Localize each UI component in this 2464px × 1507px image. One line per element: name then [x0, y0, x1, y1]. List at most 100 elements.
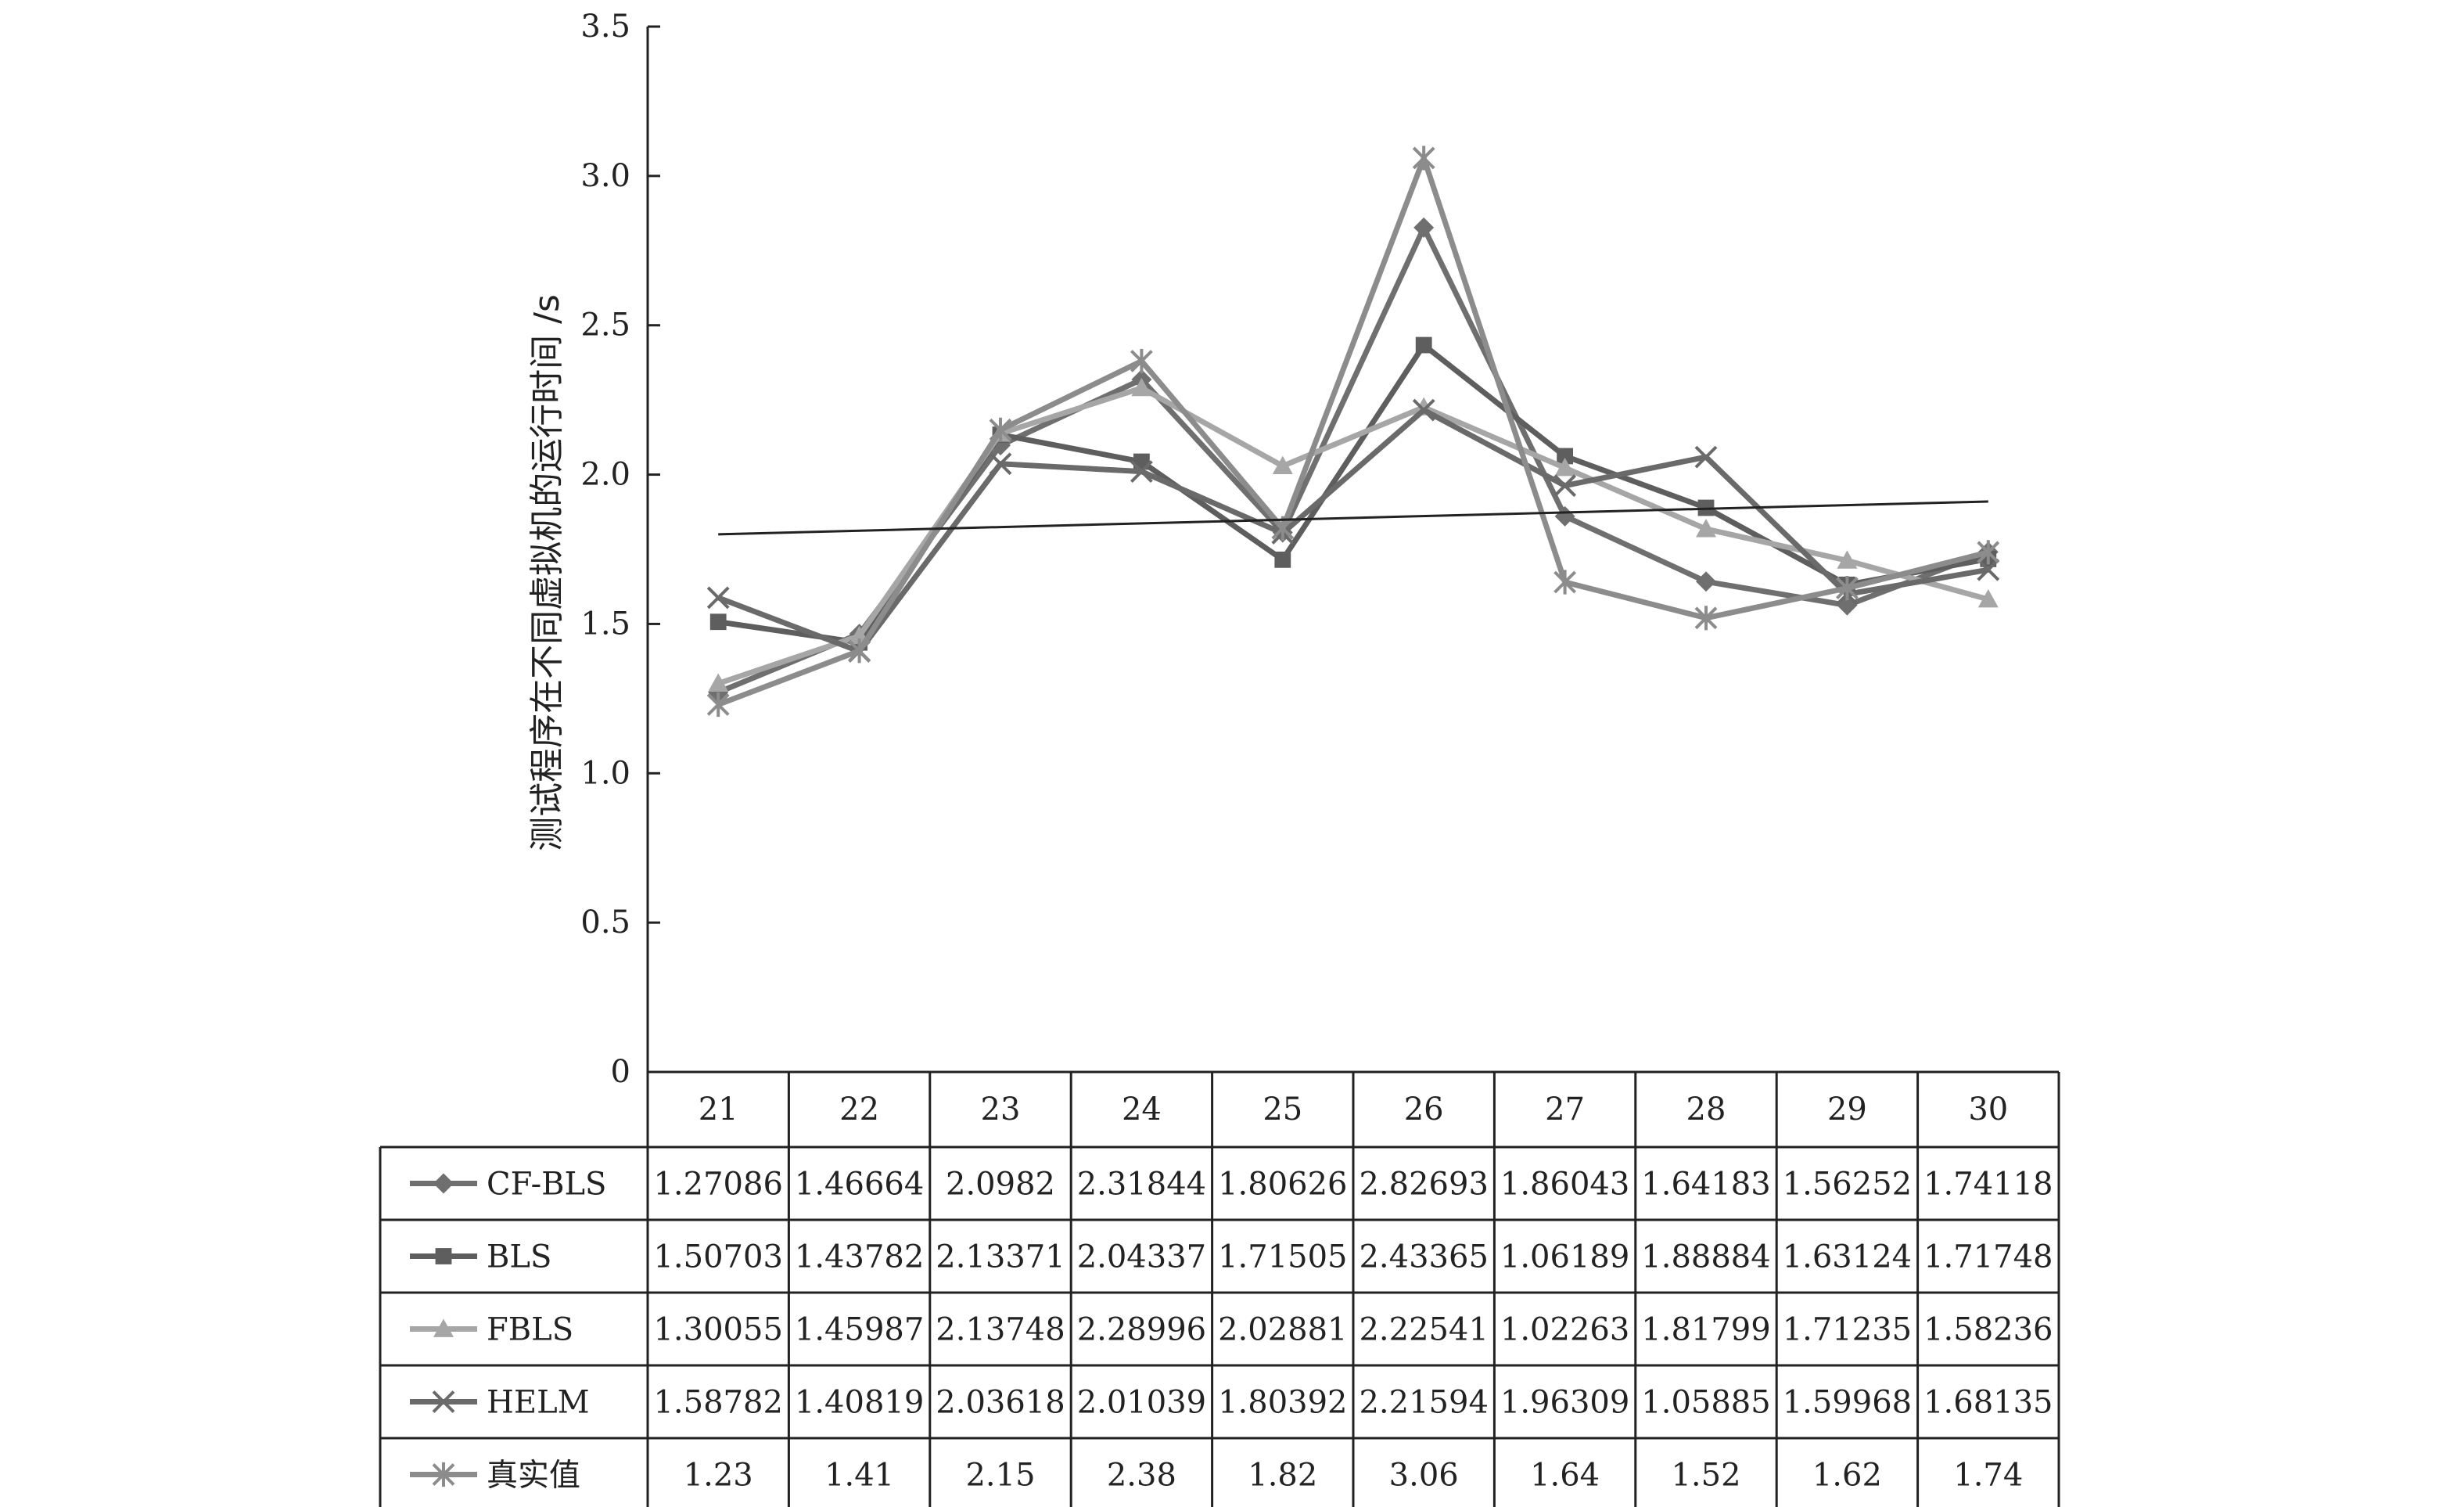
data-point-CF-BLS: [1413, 217, 1435, 238]
data-point-BLS: [1274, 551, 1291, 568]
table-value-cell: 1.46664: [795, 1167, 924, 1203]
table-value-cell: 1.74118: [1923, 1167, 2053, 1203]
table-value-cell: 2.13748: [936, 1312, 1065, 1348]
x-category-label: 25: [1263, 1092, 1302, 1128]
legend-entry: BLS: [487, 1239, 551, 1275]
data-point-真实值: [706, 692, 730, 718]
table-value-cell: 1.56252: [1783, 1167, 1912, 1203]
table-value-cell: 2.04337: [1077, 1239, 1206, 1275]
x-category-label: 21: [699, 1092, 738, 1128]
x-category-label: 28: [1686, 1092, 1726, 1128]
data-point-HELM: [706, 586, 730, 610]
table-value-cell: 1.58782: [653, 1385, 782, 1421]
legend-entry: HELM: [487, 1385, 590, 1421]
data-point-HELM: [1977, 558, 2000, 581]
y-tick-label: 3.0: [580, 158, 630, 194]
y-tick-label: 0.5: [580, 905, 630, 941]
data-point-BLS: [709, 613, 727, 631]
data-point-HELM: [1412, 398, 1435, 422]
table-value-cell: 1.71505: [1218, 1239, 1347, 1275]
table-value-cell: 1.80626: [1218, 1167, 1347, 1203]
data-point-真实值: [1694, 606, 1718, 631]
data-point-FBLS: [1977, 588, 1999, 608]
data-point-真实值: [1412, 146, 1435, 171]
table-value-cell: 1.52: [1671, 1458, 1740, 1494]
legend-key-marker: [435, 1248, 452, 1264]
legend-key-marker: [432, 1462, 455, 1487]
y-tick-label: 2.5: [580, 308, 630, 343]
x-category-label: 27: [1545, 1092, 1585, 1128]
table-value-cell: 1.62: [1812, 1458, 1882, 1494]
y-tick-label: 0: [611, 1054, 630, 1090]
data-point-HELM: [989, 452, 1012, 476]
table-value-cell: 1.71235: [1783, 1312, 1912, 1348]
table-value-cell: 2.82693: [1359, 1167, 1488, 1203]
table-value-cell: 2.13371: [936, 1239, 1065, 1275]
series-line-FBLS: [717, 385, 1989, 686]
data-point-HELM: [1694, 445, 1718, 469]
legend-entry: CF-BLS: [487, 1167, 606, 1203]
series-line-CF-BLS: [717, 225, 1990, 696]
table-value-cell: 2.03618: [936, 1385, 1065, 1421]
data-point-BLS: [1557, 448, 1573, 465]
data-point-真实值: [1835, 576, 1859, 601]
data-point-CF-BLS: [1554, 505, 1575, 527]
legend-key-marker: [432, 1390, 455, 1413]
series-line-真实值: [717, 155, 1989, 707]
data-point-真实值: [1977, 540, 2000, 565]
table-value-cell: 1.05885: [1641, 1385, 1770, 1421]
table-value-cell: 1.40819: [795, 1385, 924, 1421]
data-point-HELM: [1553, 474, 1577, 498]
table-value-cell: 1.58236: [1923, 1312, 2053, 1348]
table-value-cell: 2.01039: [1077, 1385, 1206, 1421]
legend-key-marker: [433, 1173, 454, 1194]
data-point-FBLS: [1131, 377, 1152, 397]
table-value-cell: 1.68135: [1923, 1385, 2053, 1421]
data-point-真实值: [1553, 570, 1577, 595]
x-category-label: 23: [981, 1092, 1021, 1128]
table-value-cell: 1.45987: [795, 1312, 924, 1348]
table-value-cell: 1.82: [1248, 1458, 1317, 1494]
table-value-cell: 1.80392: [1218, 1385, 1347, 1421]
data-point-真实值: [848, 638, 871, 664]
table-value-cell: 1.74: [1953, 1458, 2023, 1494]
table-value-cell: 2.21594: [1359, 1385, 1488, 1421]
data-point-FBLS: [1554, 457, 1575, 477]
table-value-cell: 2.28996: [1077, 1312, 1206, 1348]
table-value-cell: 1.27086: [653, 1167, 782, 1203]
data-point-FBLS: [708, 673, 729, 692]
y-tick-label: 1.0: [580, 755, 630, 791]
table-value-cell: 1.23: [684, 1458, 753, 1494]
y-tick-label: 2.0: [580, 457, 630, 493]
table-value-cell: 1.59968: [1783, 1385, 1912, 1421]
x-category-label: 30: [1968, 1092, 2008, 1128]
x-category-label: 22: [839, 1092, 879, 1128]
table-value-cell: 2.0982: [946, 1167, 1055, 1203]
table-value-cell: 2.02881: [1218, 1312, 1347, 1348]
table-value-cell: 1.50703: [653, 1239, 782, 1275]
table-value-cell: 1.30055: [653, 1312, 782, 1348]
table-value-cell: 1.06189: [1500, 1239, 1629, 1275]
table-value-cell: 2.38: [1107, 1458, 1176, 1494]
data-point-BLS: [1415, 336, 1432, 354]
table-value-cell: 1.64: [1530, 1458, 1600, 1494]
data-point-真实值: [989, 417, 1012, 442]
legend-key-marker: [433, 1318, 454, 1337]
table-value-cell: 1.63124: [1783, 1239, 1912, 1275]
data-point-FBLS: [1696, 519, 1716, 538]
table-value-cell: 1.96309: [1500, 1385, 1629, 1421]
trend-line: [718, 500, 1988, 536]
data-point-FBLS: [1272, 455, 1293, 474]
data-point-HELM: [1130, 460, 1153, 484]
table-value-cell: 1.64183: [1641, 1167, 1770, 1203]
table-value-cell: 2.15: [965, 1458, 1035, 1494]
data-point-真实值: [1130, 348, 1153, 374]
legend-entry: FBLS: [487, 1312, 573, 1348]
table-value-cell: 2.22541: [1359, 1312, 1488, 1348]
table-value-cell: 1.86043: [1500, 1167, 1629, 1203]
table-value-cell: 1.71748: [1923, 1239, 2053, 1275]
table-value-cell: 1.43782: [795, 1239, 924, 1275]
data-point-FBLS: [1837, 550, 1858, 569]
y-axis-title: 测试程序在不同虚拟机的运行时间 /s: [527, 294, 567, 851]
x-category-label: 29: [1827, 1092, 1867, 1128]
